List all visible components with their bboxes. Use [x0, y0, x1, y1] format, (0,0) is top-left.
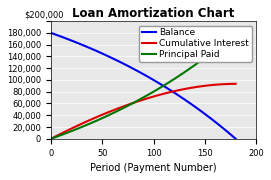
Text: $200,000: $200,000: [24, 11, 64, 20]
Principal Paid: [233, 33, 236, 35]
Principal Paid: [138, 98, 142, 100]
Balance: [49, 32, 53, 34]
Principal Paid: [202, 57, 205, 60]
Title: Loan Amortization Chart: Loan Amortization Chart: [72, 7, 235, 20]
Cumulative Interest: [138, 100, 141, 102]
Line: Cumulative Interest: Cumulative Interest: [51, 84, 236, 139]
Legend: Balance, Cumulative Interest, Principal Paid: Balance, Cumulative Interest, Principal …: [139, 26, 252, 62]
Cumulative Interest: [65, 130, 68, 132]
Balance: [234, 138, 237, 140]
Cumulative Interest: [77, 124, 80, 126]
Principal Paid: [49, 138, 53, 140]
Line: Balance: Balance: [51, 33, 236, 139]
Cumulative Interest: [138, 100, 142, 102]
Line: Principal Paid: Principal Paid: [51, 33, 236, 139]
Principal Paid: [234, 32, 237, 34]
Balance: [138, 71, 142, 73]
Principal Paid: [77, 127, 80, 129]
Cumulative Interest: [202, 85, 205, 87]
Balance: [65, 37, 68, 40]
Balance: [202, 112, 205, 114]
Balance: [77, 42, 80, 44]
Cumulative Interest: [49, 138, 53, 140]
Principal Paid: [138, 99, 141, 101]
Balance: [233, 137, 236, 139]
Cumulative Interest: [234, 83, 237, 85]
X-axis label: Period (Payment Number): Period (Payment Number): [90, 163, 217, 173]
Balance: [138, 71, 141, 73]
Principal Paid: [65, 132, 68, 134]
Cumulative Interest: [233, 83, 236, 85]
